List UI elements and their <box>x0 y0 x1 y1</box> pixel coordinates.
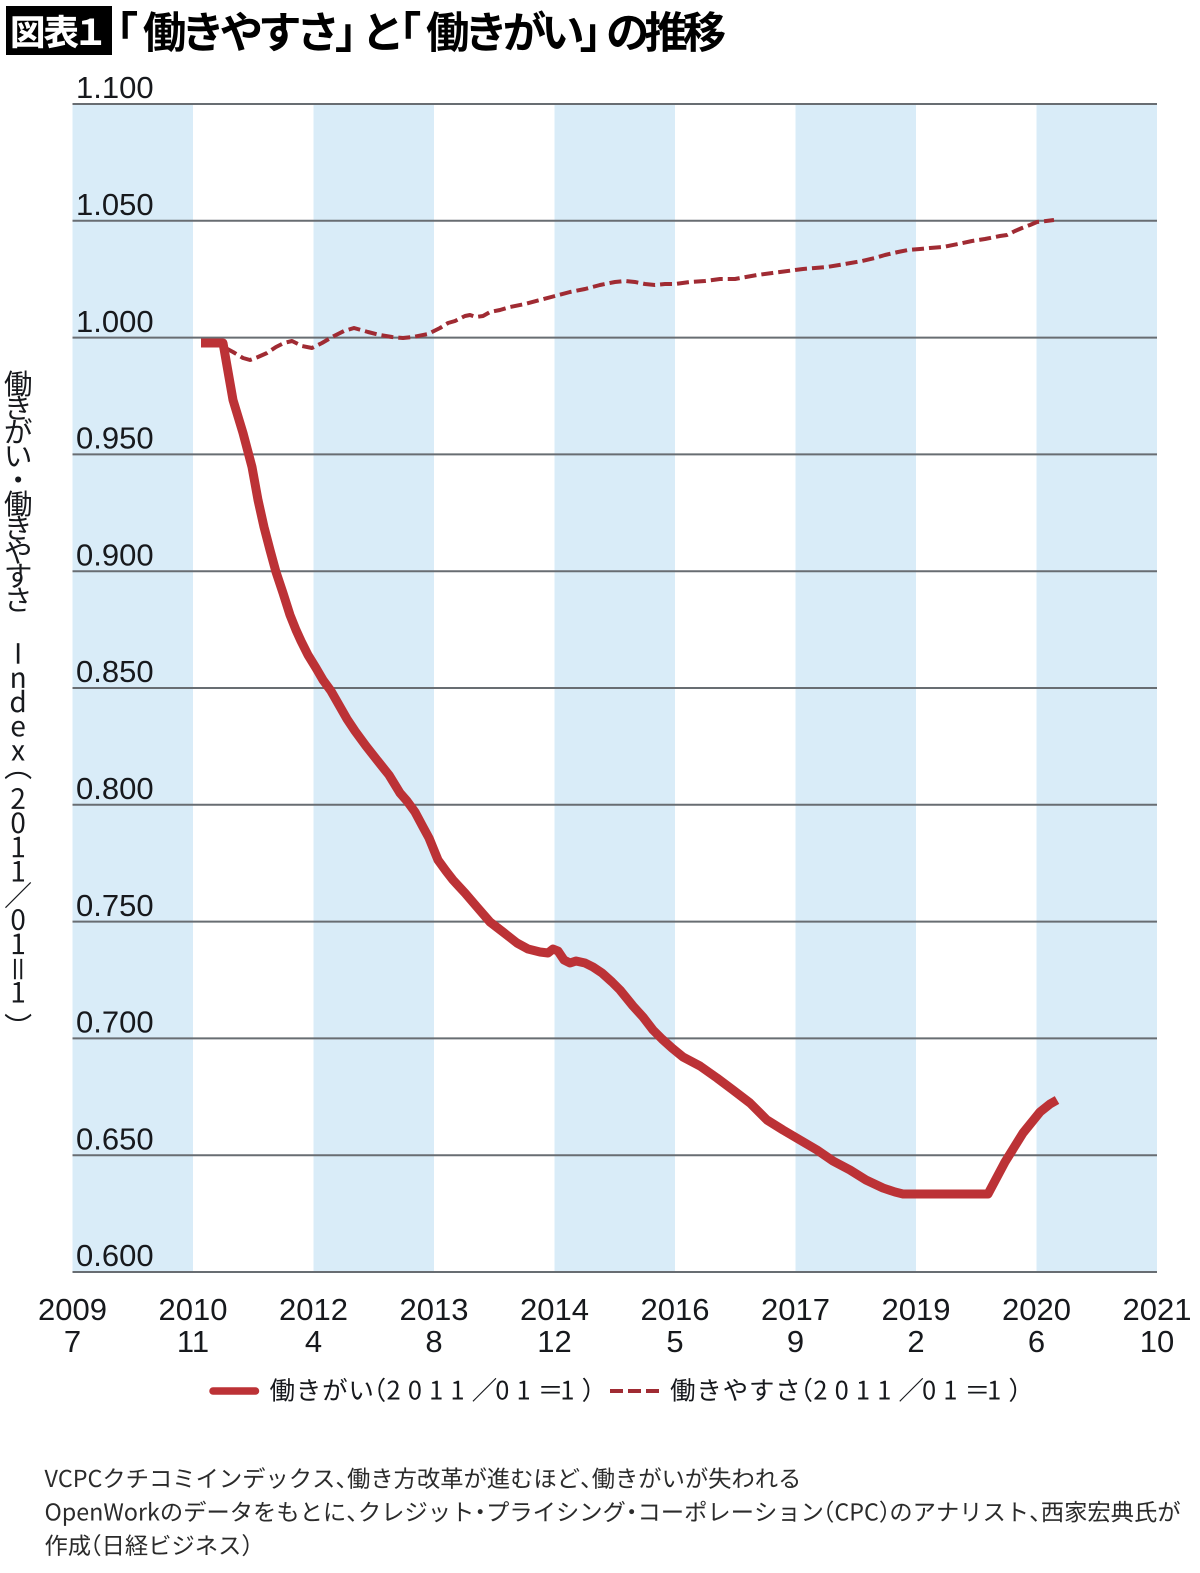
svg-text:2020: 2020 <box>1002 1292 1071 1327</box>
svg-text:1.050: 1.050 <box>76 187 154 222</box>
svg-text:0.700: 0.700 <box>76 1005 154 1040</box>
svg-text:7: 7 <box>64 1324 81 1359</box>
svg-text:2009: 2009 <box>38 1292 107 1327</box>
svg-text:0.800: 0.800 <box>76 771 154 806</box>
svg-text:2017: 2017 <box>761 1292 830 1327</box>
svg-text:12: 12 <box>537 1324 571 1359</box>
svg-text:0.750: 0.750 <box>76 888 154 923</box>
svg-text:1.100: 1.100 <box>76 70 154 105</box>
svg-text:2012: 2012 <box>279 1292 348 1327</box>
svg-text:0.850: 0.850 <box>76 654 154 689</box>
svg-text:2014: 2014 <box>520 1292 589 1327</box>
svg-text:2010: 2010 <box>159 1292 228 1327</box>
svg-text:5: 5 <box>666 1324 683 1359</box>
svg-text:0.650: 0.650 <box>76 1121 154 1156</box>
svg-text:11: 11 <box>177 1324 209 1359</box>
svg-text:2013: 2013 <box>400 1292 469 1327</box>
svg-text:2021: 2021 <box>1123 1292 1192 1327</box>
svg-text:10: 10 <box>1140 1324 1174 1359</box>
svg-text:2019: 2019 <box>882 1292 951 1327</box>
svg-text:2016: 2016 <box>641 1292 710 1327</box>
svg-text:2: 2 <box>907 1324 924 1359</box>
svg-text:0.950: 0.950 <box>76 421 154 456</box>
svg-text:8: 8 <box>425 1324 442 1359</box>
svg-text:6: 6 <box>1028 1324 1045 1359</box>
svg-text:0.600: 0.600 <box>76 1238 154 1273</box>
svg-text:4: 4 <box>305 1324 322 1359</box>
svg-text:1.000: 1.000 <box>76 304 154 339</box>
svg-text:0.900: 0.900 <box>76 537 154 572</box>
svg-text:9: 9 <box>787 1324 804 1359</box>
